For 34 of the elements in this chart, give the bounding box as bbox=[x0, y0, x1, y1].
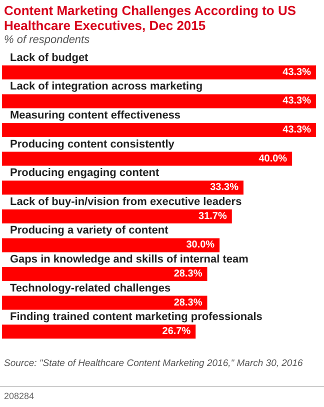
bar bbox=[2, 238, 220, 252]
y-tick-label: Measuring content effectiveness bbox=[10, 110, 181, 122]
y-tick-label: Lack of integration across marketing bbox=[10, 80, 203, 93]
bar bbox=[2, 123, 316, 137]
data-label: 26.7% bbox=[162, 326, 191, 338]
source-note: Source: "State of Healthcare Content Marketing 2016," March 30, 2016 bbox=[4, 358, 304, 370]
y-tick-label: Gaps in knowledge and skills of internal team bbox=[10, 254, 249, 266]
bar bbox=[2, 180, 244, 195]
data-label: 40.0% bbox=[258, 153, 288, 164]
bar bbox=[2, 267, 208, 281]
bar bbox=[2, 324, 196, 339]
bar bbox=[2, 209, 232, 224]
data-label: 43.3% bbox=[282, 66, 312, 78]
chart-subtitle: % of respondents bbox=[4, 34, 90, 46]
y-tick-label: Finding trained content marketing professionals bbox=[10, 311, 262, 324]
data-label: 31.7% bbox=[198, 210, 227, 222]
y-tick-label: Lack of budget bbox=[10, 52, 89, 64]
data-label: 28.3% bbox=[174, 268, 202, 280]
y-tick-label: Producing engaging content bbox=[10, 167, 160, 180]
bar bbox=[2, 152, 292, 166]
data-label: 33.3% bbox=[210, 182, 239, 194]
data-label: 30.0% bbox=[186, 240, 215, 251]
y-tick-label: Technology-related challenges bbox=[10, 282, 171, 294]
text: 208284 bbox=[4, 391, 34, 401]
bar bbox=[2, 94, 316, 108]
y-tick-label: Producing content consistently bbox=[10, 138, 176, 150]
data-label: 28.3% bbox=[174, 297, 202, 308]
data-label: 43.3% bbox=[282, 124, 312, 136]
bar bbox=[2, 65, 316, 80]
y-tick-label: Producing a variety of content bbox=[10, 224, 169, 237]
y-tick-label: Lack of buy-in/vision from executive leaders bbox=[10, 196, 242, 208]
data-label: 43.3% bbox=[282, 96, 312, 107]
chart-title: Content Marketing Challenges According to US Healthcare Executives, Dec 2015 bbox=[4, 3, 298, 33]
bar bbox=[2, 296, 208, 310]
